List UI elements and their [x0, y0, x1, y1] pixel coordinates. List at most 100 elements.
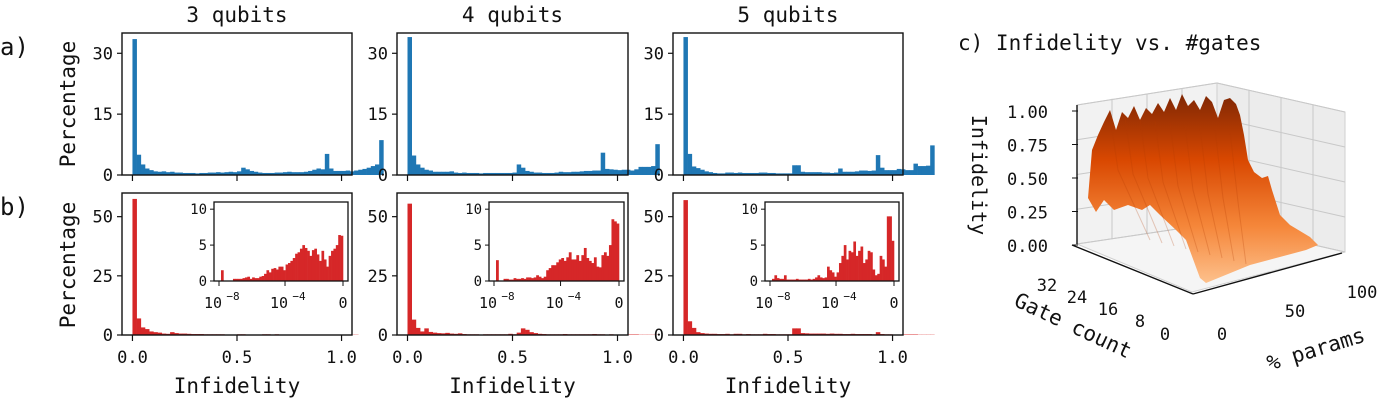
histogram-bar: [411, 319, 417, 335]
histogram-bar: [232, 172, 238, 175]
histogram-bar: [249, 170, 255, 175]
histogram-bar: [859, 170, 864, 175]
inset-x-tick-exponent: −4: [843, 290, 857, 303]
histogram-bar: [195, 173, 200, 175]
row-b-ylabel: Percentage: [56, 202, 80, 328]
inset-bar: [283, 270, 286, 281]
histogram-bar: [804, 172, 810, 175]
histogram-bar: [432, 171, 438, 175]
inset-bar: [824, 277, 828, 281]
histogram-bar: [132, 198, 137, 335]
histogram-bar: [583, 170, 589, 175]
inset-bar: [533, 277, 537, 281]
inset-bar: [302, 245, 306, 281]
histogram-bar: [742, 172, 747, 175]
inset-bar: [531, 278, 534, 281]
inset-bar: [598, 267, 602, 281]
inset-bar: [829, 270, 833, 281]
z-tick-label: 0.50: [1007, 170, 1048, 190]
histogram-bar: [182, 172, 188, 175]
x-axis-label: Infidelity: [174, 374, 300, 398]
histogram-bar: [411, 155, 417, 175]
x-tick-label: 0.5: [497, 348, 528, 368]
histogram-bar: [520, 167, 526, 175]
y-tick-label: 30: [368, 44, 388, 64]
histogram-bar: [324, 153, 330, 175]
inset-bar: [803, 279, 806, 281]
inset-bar: [855, 255, 859, 281]
histogram-bar: [161, 333, 167, 335]
y-tick-label: 30: [93, 44, 113, 64]
axes-frame: [121, 32, 353, 176]
y-tick-label: 0: [103, 166, 113, 186]
histogram-bar: [813, 172, 818, 175]
params-tick-label: 50: [1285, 302, 1305, 322]
inset-bar: [297, 252, 301, 281]
inset-bar: [568, 252, 572, 281]
inset-x-tick-label: 10: [821, 294, 839, 312]
histogram-bar: [424, 328, 429, 335]
histogram-bar: [424, 169, 429, 175]
histogram-bar: [441, 171, 446, 175]
histogram-bar: [274, 172, 280, 175]
inset-bar: [850, 252, 854, 281]
histogram-bar: [504, 172, 509, 175]
gate-count-tick-label: 8: [1135, 312, 1145, 332]
histogram-bar: [533, 172, 538, 175]
inset-bar: [548, 268, 552, 281]
histogram-bar: [140, 327, 146, 335]
inset-bar: [783, 275, 787, 281]
histogram-bar: [817, 333, 822, 335]
histogram-bar: [771, 172, 776, 175]
histogram-bar: [337, 170, 342, 175]
inset-bar: [249, 278, 253, 281]
inset-bar: [846, 259, 849, 281]
inset-x-tick-exponent: −8: [501, 290, 514, 303]
histogram-bar: [712, 172, 718, 175]
histogram-bar: [646, 166, 652, 175]
inset-bar: [287, 263, 291, 281]
histogram-bar: [846, 171, 852, 175]
surface-ridge: [1154, 120, 1187, 250]
inset-bar: [853, 241, 857, 281]
inset-bar: [822, 278, 825, 281]
inset-bar: [309, 255, 313, 281]
z-tick-label: 0.75: [1007, 137, 1048, 157]
histogram-bar: [691, 327, 697, 335]
infidelity-surface: [1088, 94, 1318, 283]
inset-bar: [292, 258, 296, 281]
x-tick-label: 0.0: [117, 348, 148, 368]
inset-bar: [314, 248, 317, 281]
inset-bar: [865, 259, 868, 281]
histogram-bar: [345, 170, 351, 175]
histogram-bar: [813, 333, 818, 335]
inset-histogram: 0 5 10 10 −8 10 −4 0: [465, 201, 625, 312]
histogram-bar: [683, 200, 688, 335]
inset-histogram: 0 5 10 10 −8 10 −4 0: [741, 201, 900, 312]
axes-frame: [672, 32, 904, 176]
histogram-bar: [733, 172, 739, 175]
inset-bar: [521, 278, 524, 281]
histogram-bar: [808, 333, 814, 335]
inset-bar: [323, 259, 327, 281]
histogram-bar: [896, 168, 902, 175]
histogram-bar: [775, 173, 780, 175]
histogram-bar: [613, 169, 618, 175]
histogram-bar: [529, 332, 534, 335]
inset-bar: [553, 265, 557, 281]
inset-bar: [338, 235, 341, 281]
inset-bar: [511, 279, 514, 281]
histogram-bar: [474, 172, 480, 175]
histogram-bar: [529, 171, 534, 175]
histogram-row-a-5-qubits: 0 15 30: [644, 32, 935, 186]
inset-bar: [576, 255, 580, 281]
histogram-bar: [800, 171, 806, 175]
histogram-bar: [174, 172, 179, 175]
inset-bar: [581, 255, 585, 281]
histogram-bar: [783, 173, 789, 175]
histogram-bar: [470, 172, 475, 175]
histogram-bar: [892, 170, 898, 175]
inset-bar: [591, 263, 595, 281]
histogram-bar: [216, 172, 221, 175]
histogram-bar: [880, 167, 885, 175]
